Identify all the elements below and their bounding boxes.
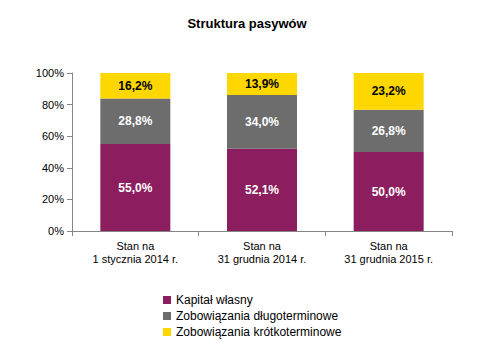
svg-text:Stan na: Stan na	[243, 240, 282, 252]
svg-text:23,2%: 23,2%	[372, 84, 406, 98]
svg-text:52,1%: 52,1%	[245, 183, 279, 197]
svg-text:28,8%: 28,8%	[118, 114, 152, 128]
svg-text:31 grudnia 2015 r.: 31 grudnia 2015 r.	[344, 253, 433, 265]
svg-text:Stan na: Stan na	[116, 240, 155, 252]
svg-text:50,0%: 50,0%	[372, 185, 406, 199]
svg-text:Zobowiązania długoterminowe: Zobowiązania długoterminowe	[176, 309, 338, 323]
svg-text:Zobowiązania krótkoterminowe: Zobowiązania krótkoterminowe	[176, 325, 342, 339]
svg-text:0%: 0%	[48, 225, 64, 237]
svg-text:Kapitał własny: Kapitał własny	[176, 293, 253, 307]
svg-text:1 stycznia 2014 r.: 1 stycznia 2014 r.	[93, 253, 179, 265]
svg-text:Stan na: Stan na	[370, 240, 409, 252]
svg-text:26,8%: 26,8%	[372, 124, 406, 138]
svg-text:16,2%: 16,2%	[118, 79, 152, 93]
svg-text:100%: 100%	[36, 67, 64, 79]
svg-text:34,0%: 34,0%	[245, 115, 279, 129]
svg-text:31 grudnia 2014 r.: 31 grudnia 2014 r.	[218, 253, 307, 265]
svg-text:Struktura pasywów: Struktura pasywów	[187, 16, 307, 31]
svg-text:40%: 40%	[42, 162, 64, 174]
svg-text:20%: 20%	[42, 193, 64, 205]
svg-text:55,0%: 55,0%	[118, 181, 152, 195]
svg-text:13,9%: 13,9%	[245, 77, 279, 91]
svg-text:60%: 60%	[42, 130, 64, 142]
svg-text:80%: 80%	[42, 99, 64, 111]
